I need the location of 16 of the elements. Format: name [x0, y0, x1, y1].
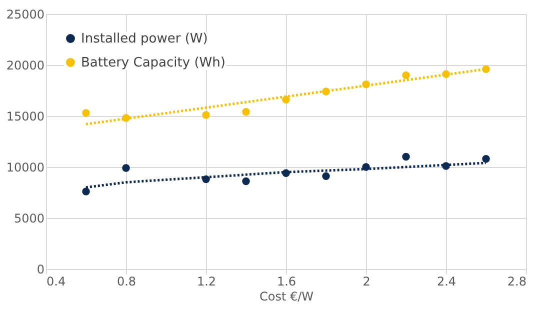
- x-tick-label: 2.4: [436, 274, 456, 288]
- y-tick-label: 10000: [6, 160, 44, 174]
- y-tick-label: 15000: [6, 110, 44, 124]
- x-tick-label: 0.4: [46, 274, 66, 288]
- y-tick-label: 0: [36, 262, 44, 276]
- y-tick-label: 5000: [14, 212, 44, 226]
- y-tick-label: 25000: [6, 8, 44, 22]
- legend-label: Battery Capacity (Wh): [81, 56, 226, 70]
- x-tick-label: 2.8: [507, 274, 526, 288]
- x-axis-title: Cost €/W: [259, 290, 314, 304]
- x-tick-label: 2: [362, 274, 370, 288]
- x-tick-label: 0.8: [116, 274, 136, 288]
- legend-label: Installed power (W): [81, 32, 208, 46]
- x-tick-label: 1.2: [196, 274, 216, 288]
- y-tick-label: 20000: [6, 58, 44, 72]
- x-tick-label: 1.6: [276, 274, 296, 288]
